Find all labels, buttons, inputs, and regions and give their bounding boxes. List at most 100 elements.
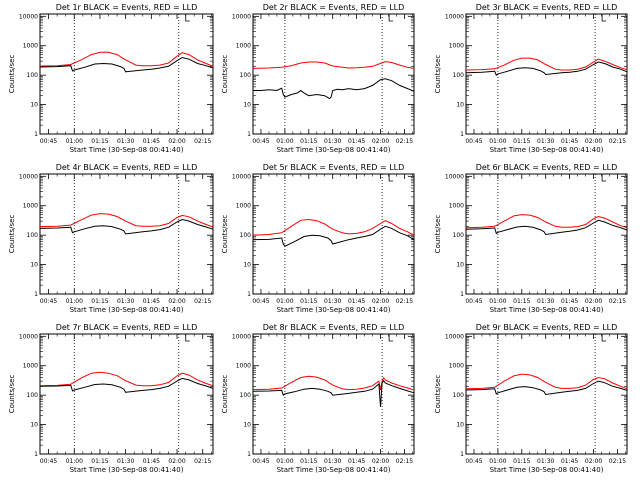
x-tick-label: 01:15: [300, 138, 317, 145]
panel-title: Det 4r BLACK = Events, RED = LLD: [56, 163, 198, 172]
x-tick-label: 01:45: [348, 298, 365, 305]
series-line-lld: [465, 214, 628, 229]
series-line-events: [465, 219, 628, 236]
y-tick-label: 10: [456, 102, 464, 109]
y-tick-label: 1: [247, 291, 251, 298]
x-tick-label: 01:00: [276, 138, 293, 145]
time-marker: [388, 174, 394, 182]
x-tick-label: 01:00: [276, 298, 293, 305]
y-axis-label: Counts/sec: [221, 55, 229, 94]
panel-det-3: Det 3r BLACK = Events, RED = LLD 1 10 100 10…: [434, 3, 628, 154]
x-tick-label: 02:15: [609, 298, 626, 305]
time-marker: [601, 334, 607, 342]
y-tick-label: 100: [27, 232, 39, 239]
y-axis-label: Counts/sec: [434, 215, 442, 254]
x-axis-label: Start Time (30-Sep-08 00:41:40): [277, 146, 391, 154]
x-axis-label: Start Time (30-Sep-08 00:41:40): [70, 146, 184, 154]
x-tick-label: 01:00: [276, 458, 293, 465]
plot-frame: [252, 333, 415, 455]
y-tick-label: 10: [30, 102, 38, 109]
x-tick-label: 01:15: [513, 298, 530, 305]
x-tick-label: 01:15: [513, 138, 530, 145]
y-tick-label: 100: [27, 72, 39, 79]
x-tick-label: 01:30: [117, 138, 134, 145]
y-tick-label: 10: [30, 422, 38, 429]
time-marker: [388, 334, 394, 342]
series-line-lld: [39, 371, 214, 387]
series-line-lld: [39, 213, 214, 228]
x-tick-label: 02:15: [396, 138, 413, 145]
y-tick-label: 1000: [236, 363, 251, 370]
series-line-events: [252, 379, 415, 407]
x-tick-label: 01:30: [324, 138, 341, 145]
x-tick-label: 01:45: [348, 458, 365, 465]
x-tick-label: 02:00: [372, 138, 389, 145]
y-tick-label: 10000: [445, 333, 464, 340]
y-tick-label: 10000: [232, 173, 251, 180]
series-line-events: [253, 78, 415, 100]
y-tick-label: 100: [240, 392, 252, 399]
y-axis-label: Counts/sec: [434, 55, 442, 94]
x-tick-label: 00:45: [252, 138, 269, 145]
x-axis-label: Start Time (30-Sep-08 00:41:40): [277, 306, 391, 314]
plot-frame: [465, 13, 628, 135]
x-tick-label: 01:30: [324, 298, 341, 305]
x-tick-label: 02:15: [609, 138, 626, 145]
y-tick-label: 1000: [23, 203, 38, 210]
y-tick-label: 10000: [445, 173, 464, 180]
x-axis-label: Start Time (30-Sep-08 00:41:40): [70, 306, 184, 314]
x-tick-label: 00:45: [252, 298, 269, 305]
x-tick-label: 01:15: [300, 298, 317, 305]
plot-frame: [39, 173, 214, 295]
y-tick-label: 10: [456, 262, 464, 269]
series-line-events: [465, 380, 628, 396]
x-tick-label: 01:30: [537, 138, 554, 145]
y-axis-label: Counts/sec: [434, 375, 442, 414]
plot-frame: [39, 13, 214, 135]
x-tick-label: 01:15: [513, 458, 530, 465]
plot-frame: [252, 173, 415, 295]
y-tick-label: 10: [243, 422, 251, 429]
x-tick-label: 01:45: [348, 138, 365, 145]
panel-title: Det 5r BLACK = Events, RED = LLD: [263, 163, 405, 172]
y-tick-label: 10000: [232, 13, 251, 20]
panel-det-7: Det 7r BLACK = Events, RED = LLD 1 10 100 10…: [8, 323, 214, 474]
y-tick-label: 1: [34, 131, 38, 138]
plot-frame: [39, 333, 214, 455]
x-tick-label: 01:30: [117, 298, 134, 305]
panel-title: Det 2r BLACK = Events, RED = LLD: [263, 3, 405, 12]
y-axis-label: Counts/sec: [8, 375, 16, 414]
panel-det-5: Det 5r BLACK = Events, RED = LLD 1 10 100 10…: [221, 163, 415, 314]
x-tick-label: 01:45: [561, 138, 578, 145]
series-line-lld: [252, 61, 415, 69]
x-tick-label: 02:00: [168, 298, 185, 305]
plot-frame: [465, 173, 628, 295]
x-tick-label: 01:15: [91, 138, 108, 145]
x-tick-label: 00:45: [252, 458, 269, 465]
series-line-events: [252, 225, 415, 247]
series-line-lld: [252, 218, 415, 236]
x-tick-label: 01:45: [143, 458, 160, 465]
x-tick-label: 02:15: [609, 458, 626, 465]
y-tick-label: 100: [453, 232, 465, 239]
x-axis-label: Start Time (30-Sep-08 00:41:40): [490, 466, 604, 474]
x-tick-label: 02:15: [194, 298, 211, 305]
plot-frame: [252, 13, 415, 135]
panel-det-6: Det 6r BLACK = Events, RED = LLD 1 10 100 10…: [434, 163, 628, 314]
x-tick-label: 01:30: [537, 298, 554, 305]
x-tick-label: 02:00: [168, 138, 185, 145]
x-tick-label: 01:30: [117, 458, 134, 465]
y-tick-label: 100: [453, 72, 465, 79]
x-tick-label: 01:00: [489, 298, 506, 305]
series-line-lld: [39, 51, 214, 67]
series-line-lld: [465, 373, 628, 390]
x-tick-label: 02:15: [194, 458, 211, 465]
x-tick-label: 01:30: [537, 458, 554, 465]
y-tick-label: 1: [247, 131, 251, 138]
series-line-events: [39, 56, 214, 73]
x-tick-label: 00:45: [40, 138, 57, 145]
series-line-lld: [252, 375, 415, 391]
x-tick-label: 01:45: [561, 298, 578, 305]
panel-det-1: Det 1r BLACK = Events, RED = LLD 1 10 100 10…: [8, 3, 214, 154]
